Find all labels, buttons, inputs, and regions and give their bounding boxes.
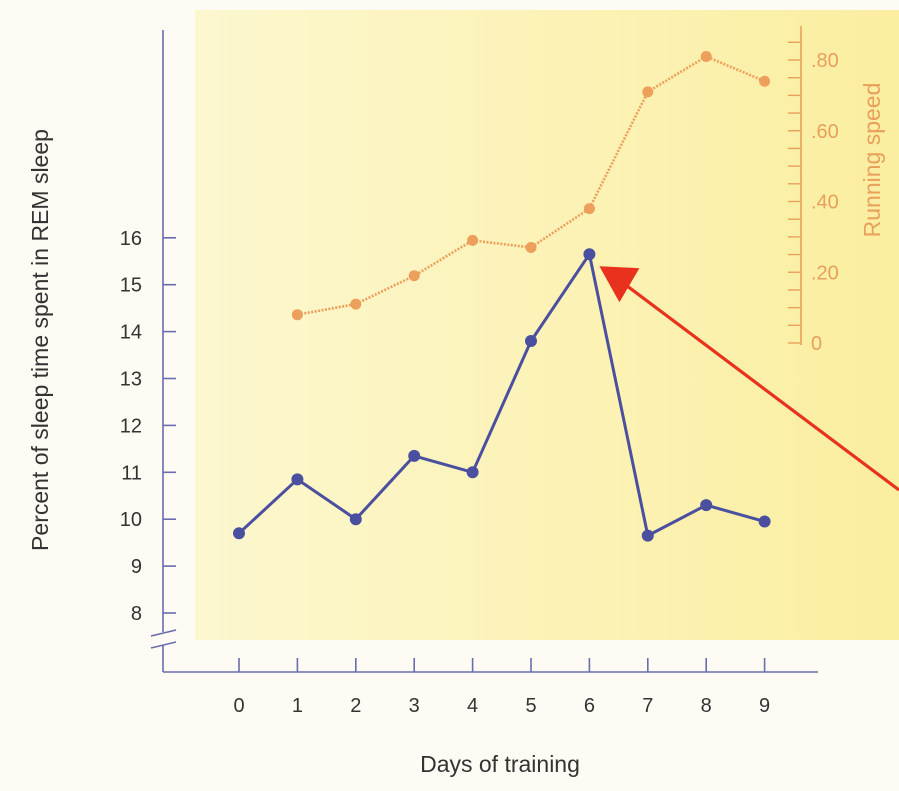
y-tick-label: 10 [120, 509, 142, 531]
x-tick-label: 1 [292, 695, 303, 717]
axis-break-mark [150, 629, 177, 637]
running-speed-point [700, 50, 712, 62]
x-tick-label: 0 [233, 695, 244, 717]
x-tick-label: 7 [642, 695, 653, 717]
y-axis-title: Percent of sleep time spent in REM sleep [27, 129, 53, 551]
rem-sleep-point [758, 515, 771, 528]
running-speed-point [408, 270, 420, 282]
running-speed-point [291, 309, 303, 321]
rem-sleep-point [233, 527, 245, 540]
rem-sleep-point [525, 334, 537, 347]
x-axis-title: Days of training [420, 751, 580, 777]
y-tick-label: 8 [131, 603, 142, 625]
running-speed-point [759, 75, 771, 87]
rem-sleep-line [237, 252, 766, 538]
x-tick-label: 9 [759, 695, 770, 717]
y-tick-label: 16 [120, 228, 142, 250]
running-speed-point [467, 234, 479, 246]
x-tick-label: 8 [701, 695, 712, 717]
rem-sleep-point [700, 499, 713, 512]
plot-panel [195, 10, 899, 640]
x-tick-label: 2 [350, 695, 361, 717]
annotation-arrow-shaft [626, 284, 899, 492]
running-speed-point [525, 241, 537, 253]
running-speed-line [297, 55, 766, 316]
right-tick-label: .80 [811, 50, 839, 72]
y-tick-label: 11 [121, 462, 142, 484]
rem-sleep-point [641, 529, 654, 542]
x-tick-label: 6 [584, 695, 595, 717]
rem-sleep-point [349, 513, 362, 526]
rem-sleep-point [408, 449, 421, 462]
right-tick-label: 0 [811, 333, 822, 355]
y-tick-label: 13 [120, 369, 142, 391]
y-tick-label: 15 [120, 275, 142, 297]
right-axis-title: Running speed [859, 83, 885, 238]
running-speed-point [642, 86, 654, 98]
running-speed-point [583, 203, 595, 215]
x-tick-label: 3 [409, 695, 420, 717]
x-tick-label: 4 [467, 695, 478, 717]
running-speed-point [350, 298, 362, 310]
y-tick-label: 14 [120, 322, 142, 344]
rem-sleep-point [466, 466, 479, 479]
rem-sleep-point [583, 248, 596, 261]
right-tick-label: .40 [811, 192, 839, 214]
right-tick-label: .20 [811, 262, 839, 284]
y-tick-label: 12 [120, 415, 142, 437]
x-tick-label: 5 [525, 695, 536, 717]
right-tick-label: .60 [811, 121, 839, 143]
annotation-arrow-head [599, 266, 640, 303]
y-tick-label: 9 [131, 556, 142, 578]
rem-sleep-point [291, 473, 304, 486]
